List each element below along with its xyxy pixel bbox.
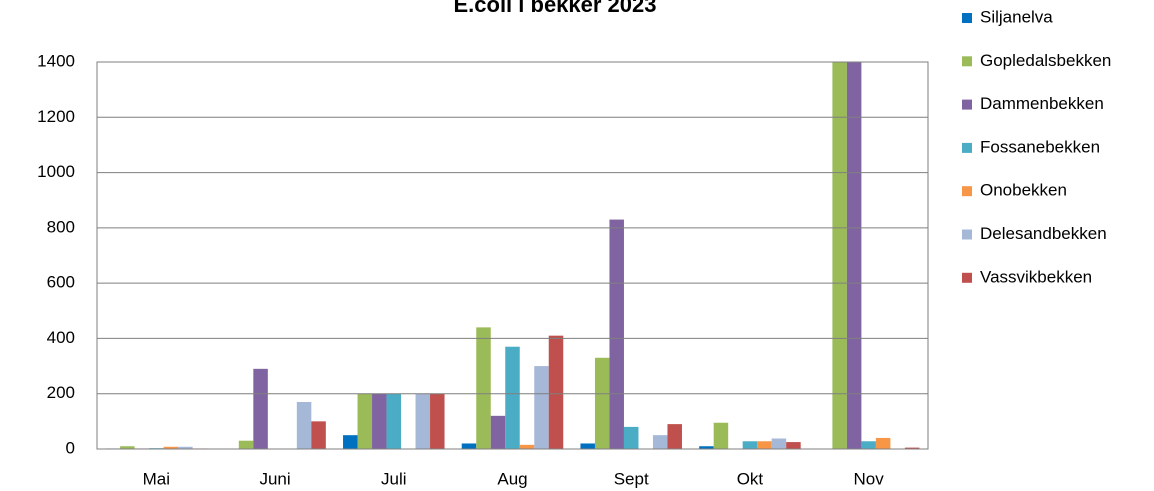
bar [580,443,595,449]
legend-label: Gopledalsbekken [980,51,1111,70]
bar [357,393,373,449]
bar [548,335,564,449]
bar [505,346,520,449]
bar [343,435,358,449]
bar [296,402,312,449]
bar [311,421,326,449]
bar [699,446,714,449]
x-tick-label: Juli [381,469,407,488]
legend-swatch [962,13,972,23]
y-tick-label: 1400 [37,51,75,70]
bar [623,426,639,449]
bar [120,446,135,449]
y-tick-label: 600 [47,273,75,292]
y-tick-label: 0 [66,438,75,457]
y-tick-label: 800 [47,217,75,236]
x-tick-label: Mai [143,469,170,488]
legend-swatch [962,272,972,283]
y-tick-label: 1000 [37,162,75,181]
legend-swatch [962,56,972,67]
bar [163,446,179,449]
legend-label: Fossanebekken [980,137,1100,156]
x-tick-label: Okt [737,469,764,488]
bar [253,368,268,449]
bar [415,393,431,449]
plot-border [96,61,929,450]
legend-swatch [962,229,972,240]
bar [519,444,535,449]
bar [846,62,862,449]
legend-label: Onobekken [980,181,1067,200]
bar [476,327,491,449]
bar [667,424,682,449]
bar [757,441,772,449]
chart-title: E.coli i bekker 2023 [453,0,656,17]
bars [105,62,920,449]
bar [238,440,254,449]
x-tick-label: Aug [497,469,527,488]
bar [594,357,610,449]
bar [861,441,876,449]
legend-swatch [962,142,972,153]
y-tick-label: 200 [47,383,75,402]
bar [461,443,477,449]
x-tick-label: Juni [259,469,290,488]
legend-label: Dammenbekken [980,94,1104,113]
bar [178,446,193,449]
bar [875,437,891,449]
bar [652,435,668,449]
bar [372,393,387,449]
bar [786,442,801,449]
bar [534,366,549,449]
legend-label: Siljanelva [980,7,1053,26]
bar [832,62,847,449]
bar [771,438,787,449]
legend-label: Delesandbekken [980,224,1107,243]
bar [742,441,758,449]
bar [904,447,920,449]
x-tick-label: Sept [614,469,649,488]
bar [713,422,729,449]
bar [609,219,624,449]
x-tick-label: Nov [854,469,885,488]
legend-swatch [962,186,972,197]
bar [386,393,402,449]
legend-label: Vassvikbekken [980,267,1092,286]
legend-swatch [962,99,972,110]
bar [430,393,445,449]
y-tick-label: 1200 [37,107,75,126]
y-tick-label: 400 [47,328,75,347]
bar [490,415,506,449]
